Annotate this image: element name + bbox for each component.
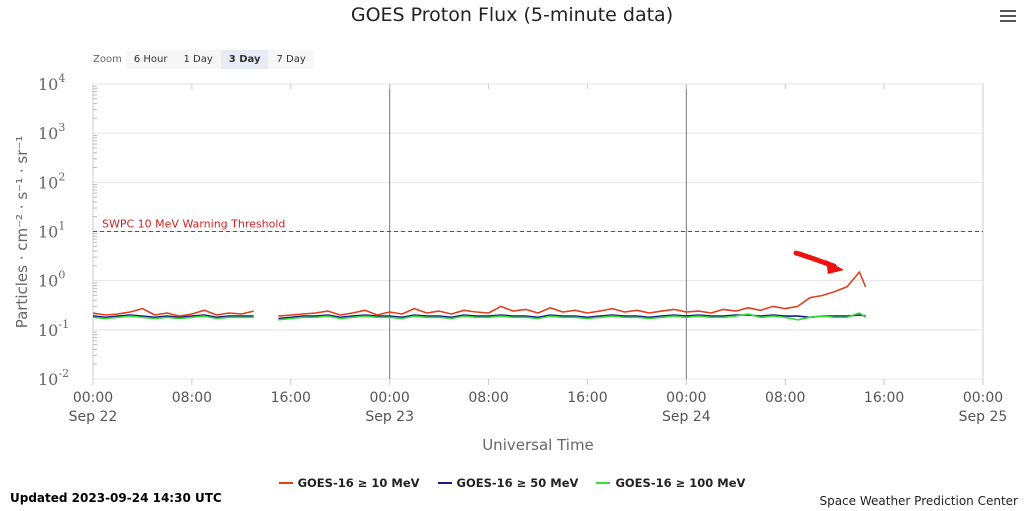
y-tick-base: 10 <box>38 370 58 389</box>
series-line-1650mev <box>92 314 866 320</box>
x-tick-label: 16:00 <box>567 390 607 406</box>
x-tick-label: 00:00 <box>73 390 113 406</box>
y-tick-label: 10-1 <box>38 318 69 340</box>
y-tick-label: 101 <box>38 220 65 242</box>
y-tick-base: 10 <box>38 223 58 242</box>
x-tick-label: 08:00 <box>468 390 508 406</box>
zoom-6-hour-button[interactable]: 6 Hour <box>125 50 176 69</box>
zoom-label: Zoom <box>93 54 122 65</box>
zoom-selector: Zoom 6 Hour 1 Day 3 Day 7 Day <box>93 50 314 69</box>
y-tick-label: 10-2 <box>38 367 69 389</box>
legend: GOES-16 ≥ 10 MeV GOES-16 ≥ 50 MeV GOES-1… <box>0 476 1024 490</box>
y-tick-exponent: 4 <box>58 72 65 85</box>
legend-item-50mev[interactable]: GOES-16 ≥ 50 MeV <box>437 476 579 490</box>
legend-item-100mev[interactable]: GOES-16 ≥ 100 MeV <box>596 476 745 490</box>
updated-timestamp: Updated 2023-09-24 14:30 UTC <box>10 491 222 505</box>
series-line-1610mev <box>92 271 867 317</box>
annotation-arrowhead-icon <box>826 260 844 274</box>
x-tick-date: Sep 22 <box>69 409 118 425</box>
legend-swatch <box>596 482 611 484</box>
y-tick-base: 10 <box>38 272 58 291</box>
y-tick-exponent: 0 <box>58 269 65 282</box>
chart-title: GOES Proton Flux (5-minute data) <box>350 4 674 26</box>
x-tick-date: Sep 24 <box>662 409 711 425</box>
x-tick-label: 16:00 <box>864 390 904 406</box>
x-tick-label: 00:00 <box>963 390 1003 406</box>
threshold-label: SWPC 10 MeV Warning Threshold <box>102 218 285 231</box>
legend-label: GOES-16 ≥ 100 MeV <box>615 476 746 490</box>
y-tick-exponent: 2 <box>58 170 65 183</box>
y-tick-base: 10 <box>38 173 58 192</box>
series-line-16100mev <box>92 312 867 321</box>
x-tick-date: Sep 23 <box>365 409 414 425</box>
y-tick-label: 103 <box>38 121 65 143</box>
x-tick-label: 08:00 <box>765 390 805 406</box>
x-tick-label: 00:00 <box>666 390 706 406</box>
hamburger-icon[interactable] <box>1000 10 1016 24</box>
x-tick-label: 08:00 <box>172 390 212 406</box>
x-tick-date: Sep 25 <box>959 409 1008 425</box>
y-tick-label: 100 <box>38 269 65 291</box>
y-tick-exponent: -1 <box>58 318 69 331</box>
legend-label: GOES-16 ≥ 10 MeV <box>297 476 420 490</box>
legend-swatch <box>437 482 452 484</box>
legend-swatch <box>278 482 293 484</box>
x-tick-label: 00:00 <box>369 390 409 406</box>
y-tick-exponent: 3 <box>58 121 65 134</box>
x-axis-title: Universal Time <box>482 436 594 454</box>
zoom-3-day-button[interactable]: 3 Day <box>220 50 269 69</box>
zoom-1-day-button[interactable]: 1 Day <box>175 50 221 69</box>
y-tick-base: 10 <box>38 75 58 94</box>
y-tick-base: 10 <box>38 124 58 143</box>
legend-item-10mev[interactable]: GOES-16 ≥ 10 MeV <box>278 476 420 490</box>
credit-text: Space Weather Prediction Center <box>819 494 1018 508</box>
y-axis-title: Particles · cm⁻² · s⁻¹ · sr⁻¹ <box>13 136 31 329</box>
x-tick-label: 16:00 <box>271 390 311 406</box>
y-tick-exponent: 1 <box>58 220 65 233</box>
y-tick-base: 10 <box>38 321 58 340</box>
y-tick-label: 104 <box>38 72 65 94</box>
y-tick-label: 102 <box>38 170 65 192</box>
zoom-7-day-button[interactable]: 7 Day <box>268 50 314 69</box>
legend-label: GOES-16 ≥ 50 MeV <box>456 476 579 490</box>
y-tick-exponent: -2 <box>58 367 69 380</box>
